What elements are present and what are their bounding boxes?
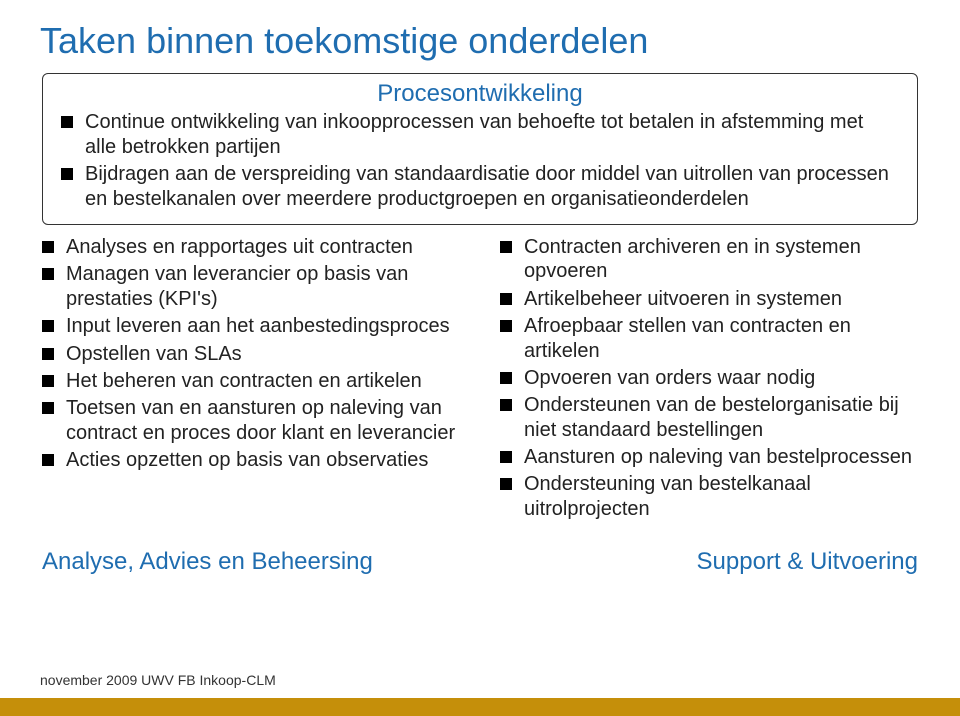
right-list: Contracten archiveren en in systemen opv… — [500, 235, 918, 521]
top-section-header: Procesontwikkeling — [61, 80, 899, 108]
list-item: Continue ontwikkeling van inkoopprocesse… — [61, 110, 899, 159]
two-column-area: Analyses en rapportages uit contracten M… — [42, 235, 918, 524]
list-item: Bijdragen aan de verspreiding van standa… — [61, 162, 899, 211]
list-item: Afroepbaar stellen van contracten en art… — [500, 314, 918, 363]
footer-labels-row: Analyse, Advies en Beheersing Support & … — [42, 548, 918, 576]
list-item: Managen van leverancier op basis van pre… — [42, 262, 460, 311]
left-footer-label: Analyse, Advies en Beheersing — [42, 548, 373, 576]
top-section-box: Procesontwikkeling Continue ontwikkeling… — [42, 73, 918, 225]
right-footer-label: Support & Uitvoering — [697, 548, 918, 576]
slide-footer-text: november 2009 UWV FB Inkoop-CLM — [40, 672, 276, 688]
list-item: Opstellen van SLAs — [42, 342, 460, 366]
list-item: Contracten archiveren en in systemen opv… — [500, 235, 918, 284]
bottom-accent-band — [0, 698, 960, 716]
list-item: Artikelbeheer uitvoeren in systemen — [500, 287, 918, 311]
list-item: Ondersteuning van bestelkanaal uitrolpro… — [500, 472, 918, 521]
top-section-list: Continue ontwikkeling van inkoopprocesse… — [61, 110, 899, 211]
list-item: Het beheren van contracten en artikelen — [42, 369, 460, 393]
left-column: Analyses en rapportages uit contracten M… — [42, 235, 460, 524]
list-item: Aansturen op naleving van bestelprocesse… — [500, 445, 918, 469]
list-item: Toetsen van en aansturen op naleving van… — [42, 396, 460, 445]
list-item: Ondersteunen van de bestelorganisatie bi… — [500, 393, 918, 442]
list-item: Acties opzetten op basis van observaties — [42, 448, 460, 472]
left-list: Analyses en rapportages uit contracten M… — [42, 235, 460, 473]
slide-title: Taken binnen toekomstige onderdelen — [40, 20, 920, 61]
list-item: Analyses en rapportages uit contracten — [42, 235, 460, 259]
right-column: Contracten archiveren en in systemen opv… — [500, 235, 918, 524]
list-item: Input leveren aan het aanbestedingsproce… — [42, 314, 460, 338]
list-item: Opvoeren van orders waar nodig — [500, 366, 918, 390]
